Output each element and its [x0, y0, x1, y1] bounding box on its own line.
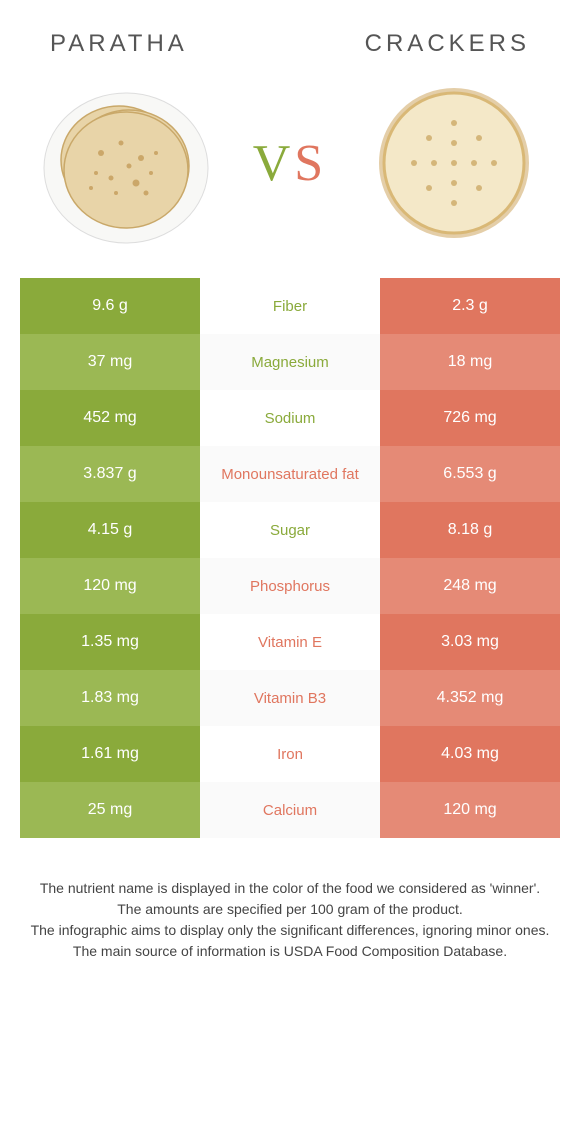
nutrient-name: Magnesium: [200, 334, 380, 390]
nutrient-row: 9.6 gFiber2.3 g: [20, 278, 560, 334]
right-value: 18 mg: [380, 334, 560, 390]
left-food-title: PARATHA: [50, 30, 188, 58]
nutrient-row: 1.35 mgVitamin E3.03 mg: [20, 614, 560, 670]
left-value: 1.83 mg: [20, 670, 200, 726]
nutrient-table: 9.6 gFiber2.3 g37 mgMagnesium18 mg452 mg…: [20, 278, 560, 838]
left-value: 25 mg: [20, 782, 200, 838]
nutrient-name: Vitamin E: [200, 614, 380, 670]
nutrient-name: Iron: [200, 726, 380, 782]
nutrient-name: Fiber: [200, 278, 380, 334]
right-value: 2.3 g: [380, 278, 560, 334]
nutrient-row: 4.15 gSugar8.18 g: [20, 502, 560, 558]
nutrient-name: Monounsaturated fat: [200, 446, 380, 502]
nutrient-name: Vitamin B3: [200, 670, 380, 726]
left-value: 37 mg: [20, 334, 200, 390]
nutrient-name: Calcium: [200, 782, 380, 838]
footer-line: The amounts are specified per 100 gram o…: [30, 899, 550, 920]
footer-notes: The nutrient name is displayed in the co…: [0, 838, 580, 982]
vs-v: V: [253, 135, 295, 192]
left-value: 452 mg: [20, 390, 200, 446]
paratha-image: [41, 78, 211, 248]
left-value: 4.15 g: [20, 502, 200, 558]
right-value: 4.352 mg: [380, 670, 560, 726]
left-value: 1.61 mg: [20, 726, 200, 782]
nutrient-row: 120 mgPhosphorus248 mg: [20, 558, 560, 614]
nutrient-name: Sugar: [200, 502, 380, 558]
nutrient-row: 1.83 mgVitamin B34.352 mg: [20, 670, 560, 726]
nutrient-name: Sodium: [200, 390, 380, 446]
cracker-image: [369, 78, 539, 248]
left-value: 1.35 mg: [20, 614, 200, 670]
right-value: 8.18 g: [380, 502, 560, 558]
right-value: 726 mg: [380, 390, 560, 446]
nutrient-row: 37 mgMagnesium18 mg: [20, 334, 560, 390]
right-value: 4.03 mg: [380, 726, 560, 782]
nutrient-row: 25 mgCalcium120 mg: [20, 782, 560, 838]
footer-line: The main source of information is USDA F…: [30, 941, 550, 962]
nutrient-row: 452 mgSodium726 mg: [20, 390, 560, 446]
left-value: 3.837 g: [20, 446, 200, 502]
nutrient-row: 1.61 mgIron4.03 mg: [20, 726, 560, 782]
right-value: 248 mg: [380, 558, 560, 614]
footer-line: The infographic aims to display only the…: [30, 920, 550, 941]
left-value: 9.6 g: [20, 278, 200, 334]
right-value: 6.553 g: [380, 446, 560, 502]
right-value: 3.03 mg: [380, 614, 560, 670]
footer-line: The nutrient name is displayed in the co…: [30, 878, 550, 899]
vs-s: S: [294, 135, 327, 192]
right-food-title: CRACKERS: [365, 30, 530, 58]
header: PARATHA CRACKERS: [0, 0, 580, 68]
nutrient-row: 3.837 gMonounsaturated fat6.553 g: [20, 446, 560, 502]
vs-label: VS: [253, 134, 327, 193]
left-value: 120 mg: [20, 558, 200, 614]
images-row: VS: [0, 68, 580, 278]
right-value: 120 mg: [380, 782, 560, 838]
nutrient-name: Phosphorus: [200, 558, 380, 614]
